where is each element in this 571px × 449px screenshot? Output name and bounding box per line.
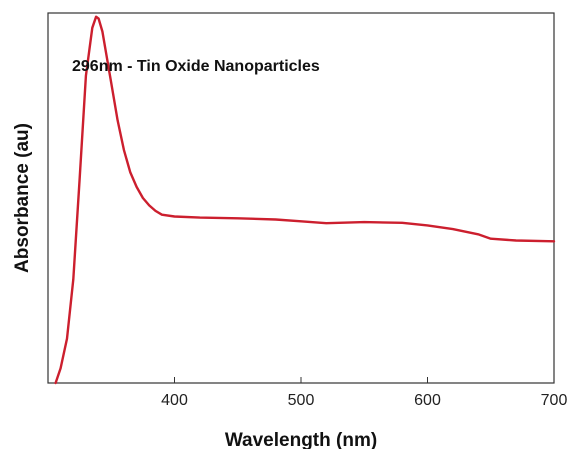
x-tick-label: 700	[541, 392, 568, 409]
x-axis-ticks: 400 500 600 700	[161, 377, 567, 409]
x-axis-title: Wavelength (nm)	[225, 430, 377, 449]
x-tick-label: 500	[288, 392, 315, 409]
chart-annotation: 296nm - Tin Oxide Nanoparticles	[72, 58, 320, 75]
x-tick-label: 400	[161, 392, 188, 409]
x-tick-label: 600	[414, 392, 441, 409]
absorbance-series-line	[54, 15, 556, 385]
series-layer	[54, 15, 556, 385]
y-axis-title: Absorbance (au)	[12, 123, 33, 273]
